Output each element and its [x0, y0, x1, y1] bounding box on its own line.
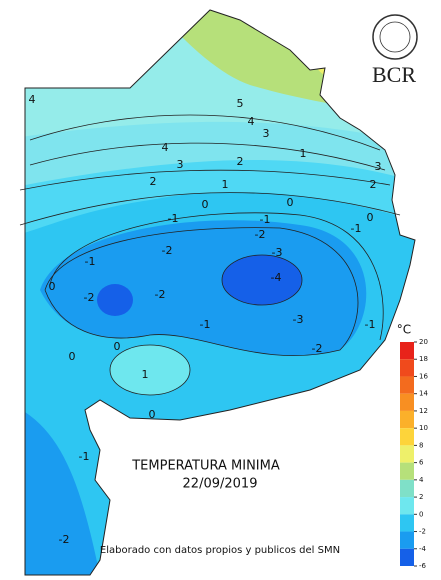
contour-label: -2	[59, 533, 70, 546]
contour-label: 0	[114, 340, 121, 353]
footer: Elaborado con datos propios y publicos d…	[100, 545, 340, 556]
colorbar-band	[400, 497, 414, 515]
colorbar-tick-label: -4	[419, 545, 427, 553]
contour-label: -1	[79, 450, 90, 463]
contour-label: -3	[293, 313, 304, 326]
contour-label: -4	[271, 271, 282, 284]
colorbar-band	[400, 342, 414, 360]
colorbar-tick-label: 20	[419, 338, 428, 346]
contour-label: -1	[85, 255, 96, 268]
contour-label: -1	[365, 318, 376, 331]
contour-label: 1	[222, 178, 229, 191]
map-title: TEMPERATURA MINIMA	[131, 459, 280, 474]
contour-label: -2	[155, 288, 166, 301]
colorbar-band	[400, 445, 414, 463]
contour-label: 0	[149, 408, 156, 421]
contour-label: 0	[49, 280, 56, 293]
contour-label: 3	[177, 158, 184, 171]
contour-label: -2	[312, 342, 323, 355]
colorbar-band	[400, 376, 414, 394]
contour-label: -2	[84, 291, 95, 304]
logo: BCR	[372, 14, 418, 87]
logo-text: BCR	[372, 62, 416, 87]
colorbar-band	[400, 410, 414, 429]
colorbar-band	[400, 514, 414, 532]
contour-label: 0	[367, 211, 374, 224]
colorbar-band	[400, 531, 414, 549]
contour-label: 4	[162, 141, 169, 154]
colorbar-tick-label: 0	[419, 510, 423, 518]
colorbar-tick-label: 10	[419, 424, 428, 432]
colorbar-tick-label: 12	[419, 407, 428, 415]
map-date: 22/09/2019	[183, 477, 258, 492]
colorbar-band	[400, 359, 414, 377]
contour-label: -3	[272, 246, 283, 259]
contour-label: -1	[351, 222, 362, 235]
colorbar-tick-label: -2	[419, 528, 426, 536]
contour-label: 3	[375, 160, 382, 173]
colorbar-band	[400, 479, 414, 498]
colorbar-tick-label: 14	[419, 390, 428, 398]
contour-label: -1	[260, 213, 271, 226]
contour-label: 2	[150, 175, 157, 188]
contour-label: 4	[29, 93, 36, 106]
colorbar-tick-label: 18	[419, 355, 428, 363]
colorbar-band	[400, 393, 414, 411]
contour-label: 1	[142, 368, 149, 381]
contour-label: 2	[237, 155, 244, 168]
contour-label: 0	[287, 196, 294, 209]
contour-label: 4	[248, 115, 255, 128]
contour-label: 0	[69, 350, 76, 363]
contour-label: -1	[200, 318, 211, 331]
contour-label: 0	[202, 198, 209, 211]
contour-label: 2	[370, 178, 377, 191]
colorbar-band	[400, 428, 414, 446]
colorbar-band	[400, 548, 414, 566]
contour-label: 1	[300, 147, 307, 160]
colorbar-tick-label: -6	[419, 562, 427, 570]
colorbar-tick-label: 16	[419, 372, 428, 380]
colorbar-unit: °C	[397, 323, 411, 337]
contour-label: 5	[237, 97, 244, 110]
colorbar-tick-label: 4	[419, 476, 424, 484]
contour-label: -1	[168, 212, 179, 225]
contour-label: -2	[162, 244, 173, 257]
colorbar-band	[400, 462, 414, 480]
colorbar-tick-label: 8	[419, 441, 423, 449]
contour-lines	[19, 114, 401, 396]
colorbar-tick-label: 2	[419, 493, 423, 501]
colorbar-tick-label: 6	[419, 459, 424, 467]
contour-label: 3	[263, 127, 270, 140]
contour-label: -2	[255, 228, 266, 241]
